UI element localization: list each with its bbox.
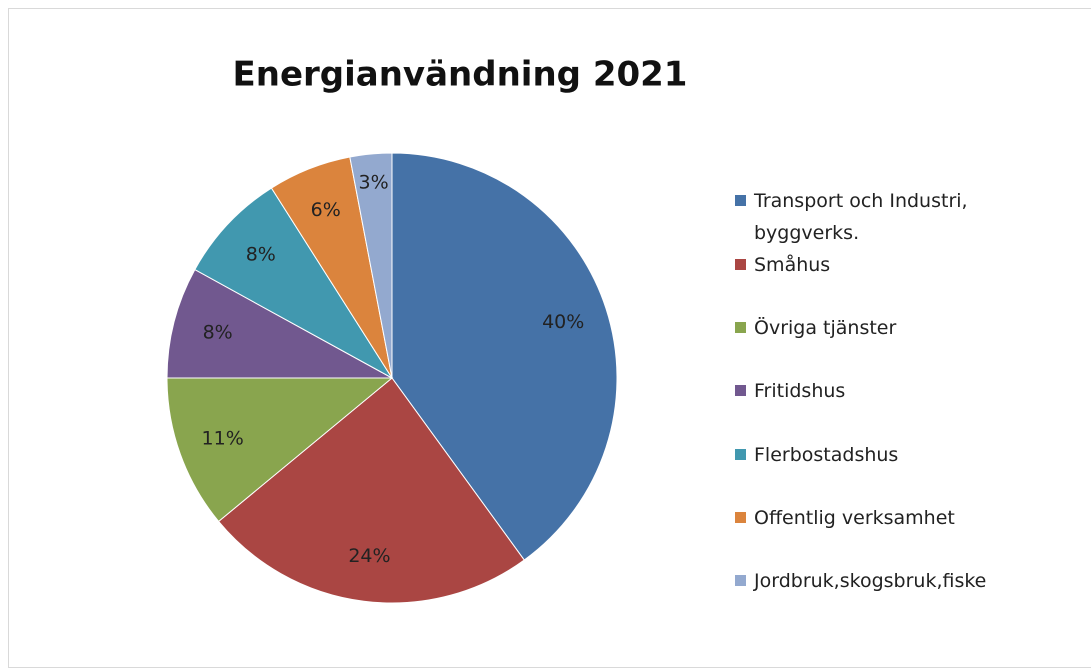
legend-swatch xyxy=(735,322,746,333)
chart-title: Energianvändning 2021 xyxy=(233,55,688,95)
legend-swatch xyxy=(735,259,746,270)
legend-item: Fritidshus xyxy=(735,375,1034,407)
legend-swatch xyxy=(735,449,746,460)
pie-slice xyxy=(391,152,618,561)
legend-swatch xyxy=(735,195,746,206)
pie-slice xyxy=(217,377,525,604)
data-label: 8% xyxy=(203,322,233,344)
data-label: 3% xyxy=(359,172,389,194)
pie-slice xyxy=(194,187,393,379)
legend-label: Flerbostadshus xyxy=(754,444,899,466)
legend-label: Transport och Industri, byggverks. xyxy=(754,190,968,244)
legend-label: Offentlig verksamhet xyxy=(754,507,955,529)
legend-swatch xyxy=(735,575,746,586)
legend-swatch xyxy=(735,512,746,523)
legend-swatch xyxy=(735,385,746,396)
data-label: 40% xyxy=(542,311,584,333)
pie-slice xyxy=(166,268,393,379)
legend-item: Jordbruk,skogsbruk,fiske xyxy=(735,565,1034,597)
legend-label: Småhus xyxy=(754,254,831,276)
data-label: 24% xyxy=(348,545,390,567)
pie-slice xyxy=(349,152,393,379)
legend-item: Flerbostadshus xyxy=(735,439,1034,471)
legend-label: Jordbruk,skogsbruk,fiske xyxy=(754,570,987,592)
pie-slice xyxy=(166,377,394,523)
data-label: 11% xyxy=(202,427,244,449)
legend-item: Småhus xyxy=(735,249,1034,281)
data-label: 8% xyxy=(246,243,276,265)
legend-label: Övriga tjänster xyxy=(754,317,897,339)
legend-item: Offentlig verksamhet xyxy=(735,502,1034,534)
legend-item: Övriga tjänster xyxy=(735,312,1034,344)
legend-item: Transport och Industri, byggverks. xyxy=(735,185,1019,249)
data-label: 6% xyxy=(311,199,341,221)
legend-label: Fritidshus xyxy=(754,380,846,402)
